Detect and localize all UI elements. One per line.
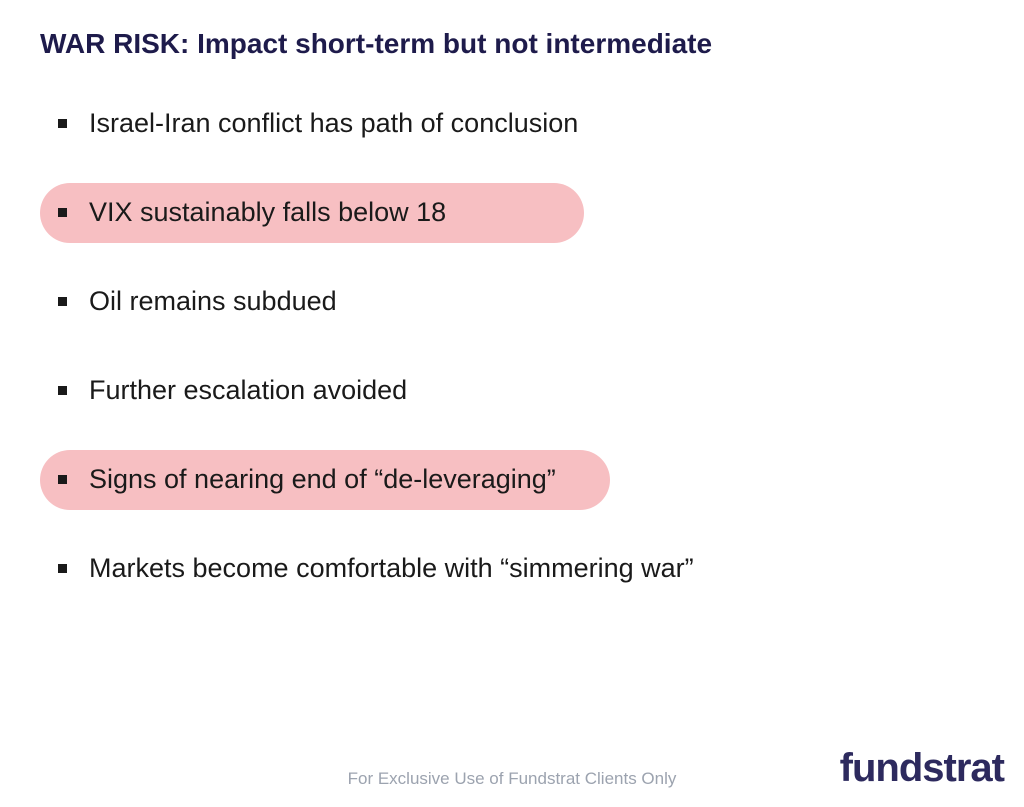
bullet-item: Oil remains subdued: [58, 286, 984, 317]
bullet-square-icon: [58, 386, 67, 395]
bullet-square-icon: [58, 297, 67, 306]
bullet-square-icon: [58, 475, 67, 484]
bullet-item: VIX sustainably falls below 18: [58, 197, 984, 228]
bullet-item: Signs of nearing end of “de-leveraging”: [58, 464, 984, 495]
slide-container: WAR RISK: Impact short-term but not inte…: [0, 0, 1024, 807]
bullet-list: Israel-Iran conflict has path of conclus…: [40, 108, 984, 584]
bullet-item: Markets become comfortable with “simmeri…: [58, 553, 984, 584]
bullet-text: VIX sustainably falls below 18: [89, 197, 446, 228]
bullet-square-icon: [58, 119, 67, 128]
bullet-text: Signs of nearing end of “de-leveraging”: [89, 464, 556, 495]
bullet-text: Oil remains subdued: [89, 286, 337, 317]
bullet-text: Further escalation avoided: [89, 375, 407, 406]
slide-title: WAR RISK: Impact short-term but not inte…: [40, 28, 984, 60]
bullet-item: Israel-Iran conflict has path of conclus…: [58, 108, 984, 139]
bullet-square-icon: [58, 208, 67, 217]
bullet-text: Israel-Iran conflict has path of conclus…: [89, 108, 578, 139]
bullet-text: Markets become comfortable with “simmeri…: [89, 553, 694, 584]
brand-logo: fundstrat: [840, 746, 1004, 791]
footer-note: For Exclusive Use of Fundstrat Clients O…: [348, 769, 677, 789]
bullet-item: Further escalation avoided: [58, 375, 984, 406]
bullet-square-icon: [58, 564, 67, 573]
